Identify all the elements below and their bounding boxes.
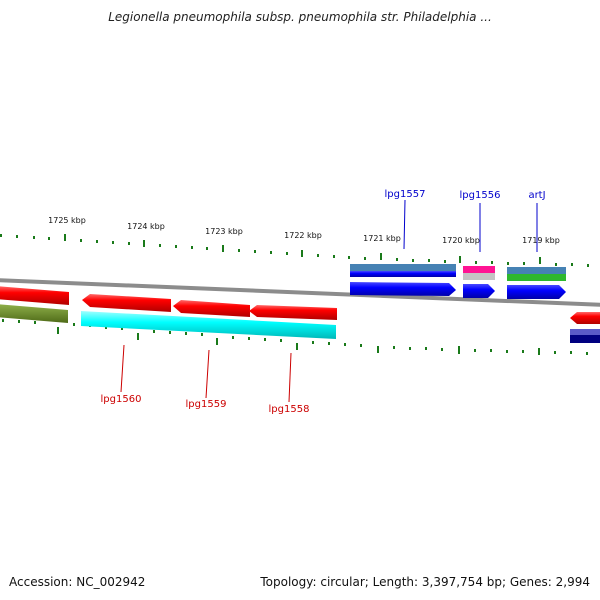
gene-label-lpg1557[interactable]: lpg1557: [385, 189, 426, 200]
gene-feature-cyan[interactable]: [81, 311, 336, 339]
gene-feature-gray[interactable]: [463, 273, 495, 280]
gene-label-lpg1559[interactable]: lpg1559: [186, 399, 227, 410]
forward-strand-track: [350, 264, 566, 299]
gene-feature-forward[interactable]: [350, 282, 456, 296]
ruler-tick-label: 1722 kbp: [284, 231, 322, 240]
ruler-tick-label: 1719 kbp: [522, 236, 560, 245]
gene-feature-reverse[interactable]: [82, 294, 171, 312]
gene-feature-reverse[interactable]: [173, 300, 250, 317]
genome-backbone: [0, 278, 600, 307]
gene-feature-magenta[interactable]: [463, 266, 495, 273]
genome-summary-text: Topology: circular; Length: 3,397,754 bp…: [260, 575, 590, 589]
upper-tick-dots: [0, 234, 589, 267]
map-title: Legionella pneumophila subsp. pneumophil…: [108, 10, 492, 24]
ruler-tick-label: 1721 kbp: [363, 234, 401, 243]
gene-feature-reverse[interactable]: [0, 286, 69, 305]
gene-feature-blue-thin[interactable]: [350, 271, 456, 277]
gene-label-lpg1556[interactable]: lpg1556: [460, 190, 501, 201]
ruler-tick-label: 1723 kbp: [205, 227, 243, 236]
accession-text: Accession: NC_002942: [9, 575, 146, 589]
gene-feature-steel[interactable]: [507, 267, 566, 274]
leader-line: [288, 352, 292, 403]
gene-feature-forward[interactable]: [463, 284, 495, 298]
leader-line: [403, 199, 406, 250]
gene-feature-navy[interactable]: [570, 335, 600, 343]
gene-feature-reverse[interactable]: [570, 312, 600, 324]
gene-feature-steel[interactable]: [350, 264, 456, 271]
gene-feature-reverse[interactable]: [249, 305, 337, 320]
gene-feature-forward[interactable]: [507, 285, 566, 299]
gene-label-lpg1560[interactable]: lpg1560: [101, 394, 142, 405]
gene-feature-olive[interactable]: [0, 304, 68, 323]
ruler-tick-label: 1724 kbp: [127, 222, 165, 231]
leader-line: [120, 344, 125, 393]
lower-tick-dots: [2, 319, 588, 355]
ruler-tick-label: 1720 kbp: [442, 236, 480, 245]
leader-line: [205, 349, 210, 399]
gene-feature-green[interactable]: [507, 274, 566, 281]
ruler-tick-label: 1725 kbp: [48, 216, 86, 225]
reverse-strand-track: [0, 286, 600, 343]
gene-label-lpg1558[interactable]: lpg1558: [269, 404, 310, 415]
gene-label-artj[interactable]: artJ: [528, 190, 545, 201]
gene-feature-slate[interactable]: [570, 329, 600, 335]
